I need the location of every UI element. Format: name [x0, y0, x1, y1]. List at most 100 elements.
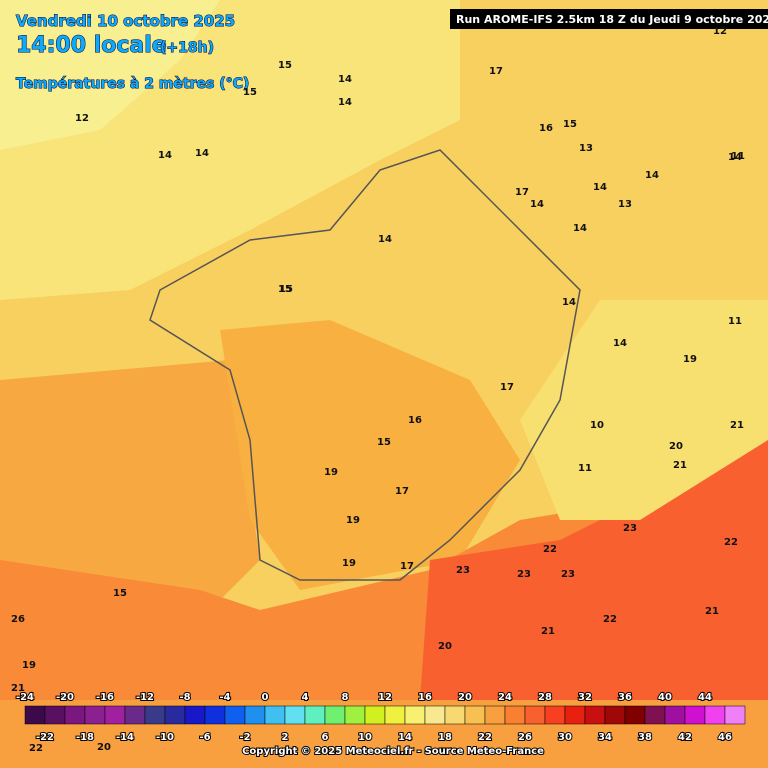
run-box — [450, 9, 768, 29]
legend-label: 46 — [718, 732, 732, 743]
contour-label: 15 — [278, 284, 292, 295]
legend-label: 22 — [478, 732, 492, 743]
contour-label: 14 — [645, 170, 659, 181]
contour-label: 23 — [561, 569, 575, 580]
legend-label: 36 — [618, 692, 632, 703]
contour-label: 14 — [158, 150, 172, 161]
legend-label: -18 — [76, 732, 94, 743]
legend-label: -2 — [239, 732, 250, 743]
legend-label: -8 — [179, 692, 190, 703]
contour-label: 14 — [530, 199, 544, 210]
legend-swatch — [124, 705, 146, 725]
legend-swatch — [44, 705, 66, 725]
contour-label: 19 — [683, 354, 697, 365]
legend-swatch — [564, 705, 586, 725]
legend-label: 8 — [342, 692, 349, 703]
legend-swatch — [604, 705, 626, 725]
contour-label: 17 — [489, 66, 503, 77]
legend-label: -14 — [116, 732, 134, 743]
legend-label: -24 — [16, 692, 34, 703]
legend-swatch — [664, 705, 686, 725]
copyright: Copyright © 2025 Meteociel.fr - Source M… — [242, 746, 544, 757]
contour-label: 12 — [75, 113, 89, 124]
legend-swatch — [684, 705, 706, 725]
contour-label: 21 — [705, 606, 719, 617]
contour-label: 17 — [500, 382, 514, 393]
contour-label: 22 — [603, 614, 617, 625]
contour-label: 22 — [29, 743, 43, 754]
contour-label: 20 — [669, 441, 683, 452]
legend-label: 6 — [322, 732, 329, 743]
legend-label: 18 — [438, 732, 452, 743]
legend-swatch — [404, 705, 426, 725]
contour-label: 17 — [395, 486, 409, 497]
legend-label: 12 — [378, 692, 392, 703]
legend-swatch — [244, 705, 266, 725]
legend-label: 14 — [398, 732, 412, 743]
contour-label: 23 — [623, 523, 637, 534]
legend-swatch — [344, 705, 366, 725]
contour-label: 17 — [400, 561, 414, 572]
legend-swatch — [224, 705, 246, 725]
legend-swatch — [264, 705, 286, 725]
legend-swatch — [484, 705, 506, 725]
contour-label: 12 — [713, 26, 727, 37]
lead-time: (+18h) — [160, 40, 214, 56]
contour-label: 16 — [539, 123, 553, 134]
contour-label: 14 — [613, 338, 627, 349]
atlantic-zone — [0, 360, 260, 620]
contour-label: 21 — [541, 626, 555, 637]
legend-swatch — [444, 705, 466, 725]
contour-label: 11 — [578, 463, 592, 474]
legend-swatch — [584, 705, 606, 725]
contour-label: 14 — [573, 223, 587, 234]
legend-swatch — [164, 705, 186, 725]
legend-swatch — [104, 705, 126, 725]
legend-label: -10 — [156, 732, 174, 743]
contour-label: 11 — [731, 151, 745, 162]
contour-label: 21 — [673, 460, 687, 471]
legend-label: 24 — [498, 692, 512, 703]
legend-swatch — [184, 705, 206, 725]
britain-zone — [0, 0, 220, 150]
contour-label: 14 — [338, 97, 352, 108]
contour-label: 13 — [618, 199, 632, 210]
contour-label: 14 — [378, 234, 392, 245]
legend-label: -6 — [199, 732, 210, 743]
legend-label: 0 — [262, 692, 269, 703]
legend-label: 44 — [698, 692, 712, 703]
legend-label: 2 — [282, 732, 289, 743]
legend-label: 16 — [418, 692, 432, 703]
run-info: Run AROME-IFS 2.5km 18 Z du Jeudi 9 octo… — [456, 13, 768, 26]
france-south-zone — [220, 320, 520, 590]
contour-label: 15 — [243, 87, 257, 98]
contour-label: 13 — [579, 143, 593, 154]
contour-label: 17 — [515, 187, 529, 198]
contour-label: 14 — [728, 152, 742, 163]
contour-label: 14 — [593, 182, 607, 193]
legend-swatch — [304, 705, 326, 725]
legend-label: 4 — [302, 692, 309, 703]
time-line: 14:00 locale — [16, 33, 167, 58]
legend-label: 20 — [458, 692, 472, 703]
legend-swatch — [724, 705, 746, 725]
legend-swatch — [504, 705, 526, 725]
legend-swatch — [24, 705, 46, 725]
contour-label: 10 — [590, 420, 604, 431]
contour-label: 26 — [11, 614, 25, 625]
legend-swatch — [284, 705, 306, 725]
legend-swatch — [324, 705, 346, 725]
contour-label: 14 — [562, 297, 576, 308]
alps-zone — [520, 300, 768, 520]
legend-swatch — [704, 705, 726, 725]
contour-label: 23 — [456, 565, 470, 576]
contour-label: 19 — [22, 660, 36, 671]
date-line: Vendredi 10 octobre 2025 — [16, 12, 235, 30]
legend-swatch — [364, 705, 386, 725]
contour-label: 23 — [517, 569, 531, 580]
legend-label: -22 — [36, 732, 54, 743]
legend-swatch — [624, 705, 646, 725]
legend-swatch — [524, 705, 546, 725]
contour-label: 15 — [279, 284, 293, 295]
legend-swatch — [84, 705, 106, 725]
